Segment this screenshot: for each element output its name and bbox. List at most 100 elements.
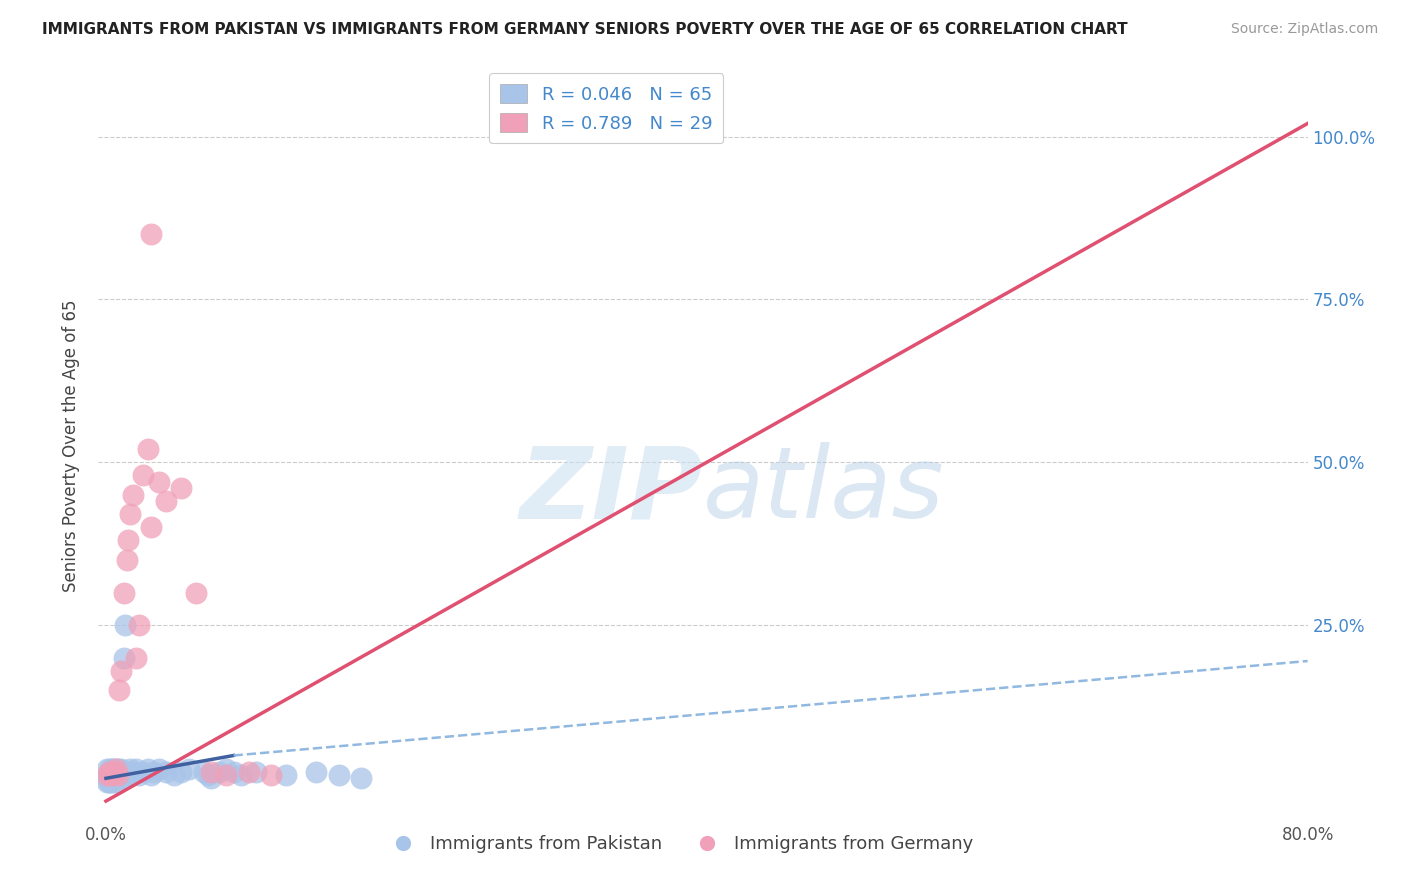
Text: IMMIGRANTS FROM PAKISTAN VS IMMIGRANTS FROM GERMANY SENIORS POVERTY OVER THE AGE: IMMIGRANTS FROM PAKISTAN VS IMMIGRANTS F… (42, 22, 1128, 37)
Point (148, 762, 170, 776)
Point (177, 762, 200, 776)
Point (115, 768, 138, 782)
Point (114, 618, 136, 632)
Point (100, 768, 122, 782)
Point (136, 762, 159, 776)
Text: Source: ZipAtlas.com: Source: ZipAtlas.com (1230, 22, 1378, 37)
Point (100, 768, 122, 782)
Point (103, 762, 125, 776)
Point (104, 774, 127, 789)
Point (328, 768, 350, 782)
Point (107, 768, 129, 782)
Point (200, 764, 222, 779)
Point (305, 764, 328, 779)
Point (110, 768, 132, 782)
Point (222, 764, 245, 779)
Point (170, 764, 193, 779)
Point (110, 664, 132, 678)
Point (97, 764, 120, 779)
Point (103, 768, 125, 782)
Point (118, 762, 141, 776)
Point (97, 764, 120, 779)
Point (104, 764, 127, 779)
Point (100, 764, 122, 779)
Point (96, 768, 118, 782)
Point (139, 768, 162, 782)
Point (276, 768, 298, 782)
Point (103, 768, 125, 782)
Point (105, 762, 128, 776)
Point (125, 762, 148, 776)
Point (100, 772, 122, 786)
Point (104, 768, 127, 782)
Point (215, 768, 238, 782)
Point (215, 762, 238, 776)
Point (108, 683, 131, 698)
Point (121, 768, 143, 782)
Point (107, 762, 129, 776)
Point (155, 494, 177, 508)
Point (97, 772, 120, 786)
Point (107, 764, 129, 779)
Point (132, 468, 155, 483)
Point (107, 768, 129, 782)
Point (111, 764, 134, 779)
Point (105, 772, 128, 786)
Point (111, 772, 134, 786)
Y-axis label: Seniors Poverty Over the Age of 65: Seniors Poverty Over the Age of 65 (62, 300, 80, 592)
Point (128, 768, 150, 782)
Point (184, 585, 207, 599)
Point (101, 764, 124, 779)
Point (96, 768, 118, 782)
Point (148, 475, 170, 489)
Point (260, 768, 283, 782)
Point (100, 774, 122, 789)
Point (110, 762, 132, 776)
Point (170, 481, 193, 495)
Point (117, 533, 139, 548)
Point (193, 764, 215, 779)
Point (136, 442, 159, 457)
Point (139, 520, 162, 534)
Point (97, 774, 120, 789)
Point (105, 762, 128, 776)
Point (207, 764, 229, 779)
Point (101, 774, 124, 789)
Point (112, 585, 135, 599)
Point (101, 762, 124, 776)
Point (125, 650, 148, 665)
Point (238, 764, 260, 779)
Point (128, 618, 150, 632)
Point (155, 764, 177, 779)
Point (108, 772, 131, 786)
Point (101, 768, 124, 782)
Point (100, 762, 122, 776)
Point (350, 772, 373, 786)
Text: ZIP: ZIP (520, 442, 703, 540)
Point (132, 764, 155, 779)
Text: atlas: atlas (703, 442, 945, 540)
Point (139, 227, 162, 242)
Point (96, 762, 118, 776)
Point (97, 768, 120, 782)
Point (162, 768, 184, 782)
Point (103, 772, 125, 786)
Point (112, 650, 135, 665)
Legend: Immigrants from Pakistan, Immigrants from Germany: Immigrants from Pakistan, Immigrants fro… (377, 828, 980, 860)
Point (122, 764, 145, 779)
Point (115, 553, 138, 567)
Point (101, 772, 124, 786)
Point (122, 488, 145, 502)
Point (104, 764, 127, 779)
Point (96, 774, 118, 789)
Point (245, 764, 267, 779)
Point (105, 768, 128, 782)
Point (200, 772, 222, 786)
Point (118, 508, 141, 522)
Point (197, 768, 219, 782)
Point (229, 768, 252, 782)
Point (143, 764, 166, 779)
Point (117, 764, 139, 779)
Point (103, 764, 125, 779)
Point (108, 764, 131, 779)
